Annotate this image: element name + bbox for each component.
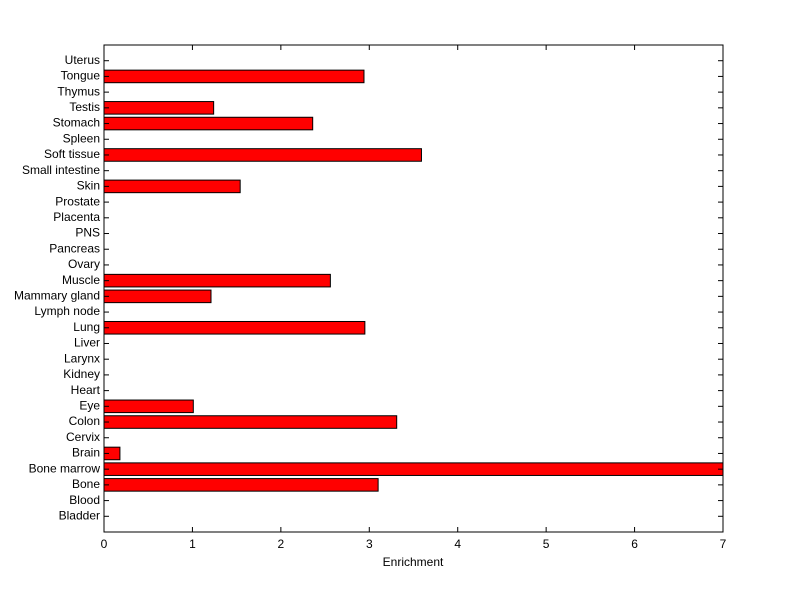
y-tick-label: Heart: [71, 383, 101, 397]
y-tick-label: Lymph node: [34, 304, 100, 318]
bar: [103, 478, 379, 492]
y-tick-label: Bladder: [59, 508, 100, 522]
y-tick-label: Ovary: [68, 257, 100, 271]
y-tick-label: PNS: [75, 226, 100, 240]
y-tick-label: Larynx: [64, 351, 100, 365]
y-tick-label: Colon: [69, 414, 100, 428]
y-tick-label: Tongue: [61, 69, 101, 83]
y-tick-label: Thymus: [57, 84, 100, 98]
x-tick-label: 4: [454, 537, 461, 551]
bar: [103, 101, 215, 115]
y-tick-label: Cervix: [66, 430, 100, 444]
bar: [103, 289, 212, 304]
y-tick-label: Blood: [69, 493, 100, 507]
y-tick-label: Placenta: [53, 210, 100, 224]
x-tick-label: 6: [631, 537, 638, 551]
bar: [103, 69, 365, 84]
y-tick-label: Bone marrow: [29, 461, 101, 475]
y-tick-label: Lung: [73, 320, 100, 334]
y-tick-label: Stomach: [53, 116, 100, 130]
y-tick-label: Muscle: [62, 273, 100, 287]
y-tick-label: Soft tissue: [44, 147, 100, 161]
y-tick-label: Pancreas: [49, 241, 100, 255]
y-tick-label: Spleen: [63, 131, 100, 145]
x-tick-label: 2: [278, 537, 285, 551]
x-tick-label: 5: [543, 537, 550, 551]
y-tick-label: Skin: [77, 179, 100, 193]
x-tick-label: 7: [720, 537, 727, 551]
x-tick-label: 3: [366, 537, 373, 551]
bar: [103, 273, 331, 288]
y-tick-label: Brain: [72, 446, 100, 460]
plot-frame: [103, 44, 724, 533]
bar: [103, 415, 398, 429]
x-tick-label: 1: [189, 537, 196, 551]
bar: [103, 116, 314, 131]
y-tick-label: Eye: [79, 398, 100, 412]
y-tick-label: Testis: [69, 100, 100, 114]
x-axis-label: Enrichment: [383, 555, 444, 569]
bar: [103, 399, 194, 414]
y-tick-label: Bone: [72, 477, 100, 491]
bar: [103, 320, 366, 335]
y-tick-label: Small intestine: [22, 163, 100, 177]
bar: [103, 179, 241, 194]
y-tick-label: Kidney: [63, 367, 100, 381]
y-tick-label: Liver: [74, 336, 100, 350]
y-tick-label: Prostate: [55, 194, 100, 208]
x-tick-label: 0: [101, 537, 108, 551]
y-tick-label: Mammary gland: [14, 289, 100, 303]
bar: [103, 462, 724, 476]
bar: [103, 148, 422, 162]
y-tick-label: Uterus: [65, 53, 100, 67]
